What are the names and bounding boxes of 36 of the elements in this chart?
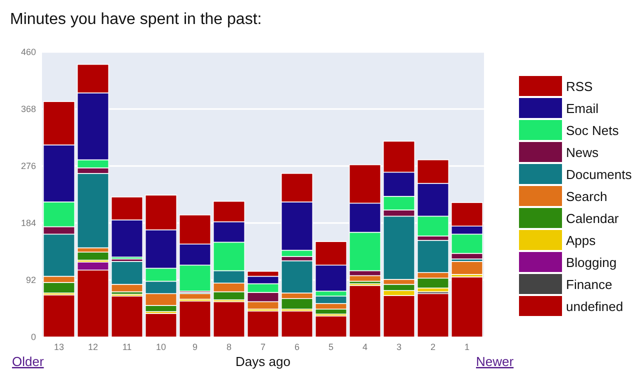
chart-title: Minutes you have spent in the past: <box>10 11 262 28</box>
legend-label: Blogging <box>566 255 617 270</box>
legend-label: Soc Nets <box>566 123 620 138</box>
y-tick-label: 460 <box>20 47 36 57</box>
x-tick-label: 2 <box>430 342 436 352</box>
legend-label: undefined <box>566 299 624 314</box>
x-tick-label: 3 <box>396 342 402 352</box>
y-tick-label: 0 <box>30 332 36 342</box>
x-tick-label: 6 <box>294 342 300 352</box>
x-tick-label: 10 <box>156 342 166 352</box>
y-tick-label: 184 <box>20 218 36 228</box>
legend-label: Documents <box>566 167 632 182</box>
x-tick-label: 12 <box>88 342 98 352</box>
x-tick-label: 1 <box>464 342 470 352</box>
y-tick-label: 368 <box>20 104 36 114</box>
x-tick-label: 8 <box>226 342 232 352</box>
legend-label: News <box>566 145 600 160</box>
y-tick-label: 92 <box>26 275 36 285</box>
legend-label: Finance <box>566 277 612 292</box>
x-tick-label: 7 <box>260 342 266 352</box>
legend-label: Search <box>566 189 608 204</box>
bar <box>450 261 484 275</box>
x-tick-label: 9 <box>192 342 198 352</box>
legend-label: Calendar <box>566 211 620 226</box>
x-tick-label: 4 <box>362 342 368 352</box>
legend-label: Apps <box>566 233 596 248</box>
x-tick-label: 5 <box>328 342 334 352</box>
y-tick-label: 276 <box>20 161 36 171</box>
legend-label: Email <box>566 101 599 116</box>
x-tick-label: 13 <box>54 342 64 352</box>
text: Newer <box>476 354 514 369</box>
legend-label: RSS <box>566 79 594 94</box>
text: Older <box>12 354 44 369</box>
x-axis-title: Days ago <box>236 354 290 369</box>
bar <box>76 252 110 261</box>
x-tick-label: 11 <box>122 342 132 352</box>
